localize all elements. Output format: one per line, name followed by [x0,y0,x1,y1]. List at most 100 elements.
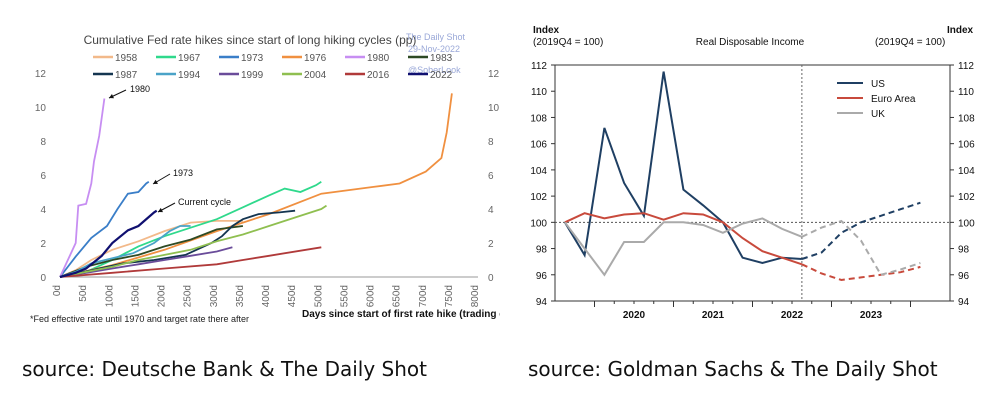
real-disposable-income-chart: Index (2019Q4 = 100) Index (2019Q4 = 100… [530,25,975,321]
source-caption: source: Goldman Sachs & The Daily Shot [528,357,938,381]
x-tick-label: 150d [130,285,141,307]
x-tick-label: 2023 [860,310,883,321]
y-tick-label-left: 98 [536,245,548,256]
legend-label-1983: 1983 [430,53,453,64]
right-axis-label: (2019Q4 = 100) [875,37,945,48]
x-tick-label: 400d [261,285,272,307]
watermark-line: @SoberLook [408,65,461,75]
legend-label-1987: 1987 [115,70,138,81]
series-group [59,93,453,279]
series-group [564,71,921,282]
x-tick-label: 200d [157,285,168,307]
y-tick-label-left: 2 [40,239,46,250]
annotation-label: 1973 [173,168,193,178]
y-tick-label-right: 12 [488,69,500,80]
x-tick-label: 750d [444,285,455,307]
y-tick-label-left: 12 [35,69,47,80]
y-tick-label-right: 4 [488,205,494,216]
series-line-euro-area [564,212,803,266]
y-tick-label-right: 100 [958,218,975,229]
y-tick-label-right: 110 [958,87,974,98]
annotation-arrowhead [153,179,158,184]
y-tick-label-right: 104 [958,166,975,177]
y-tick-label-right: 6 [488,171,494,182]
x-tick-label: 700d [418,285,429,307]
x-tick-label: 800d [470,285,481,307]
y-tick-label-right: 98 [958,245,970,256]
legend-label-us: US [871,79,885,90]
y-tick-label-right: 96 [958,271,970,282]
x-tick-label: 2020 [623,310,646,321]
series-line-2022 [59,209,158,279]
annotation-label: Current cycle [178,197,231,207]
y-tick-label-left: 108 [530,113,547,124]
series-line-1999 [59,246,233,278]
series-line-1994 [59,225,191,278]
y-tick-label-right: 106 [958,140,975,151]
y-tick-label-left: 94 [536,297,548,308]
legend-label-uk: UK [871,109,885,120]
y-tick-label-right: 8 [488,137,494,148]
axes: 0 0 2 2 4 4 6 6 8 8 10 10 12 12 0d 50d 100d 150d 200d 250d 3… [35,69,500,307]
series-forecast-euro-area [801,263,921,282]
series-line-1980 [59,98,106,278]
legend-label-2016: 2016 [367,70,390,81]
x-tick-label: 250d [183,285,194,307]
watermark-line: 29-Nov-2022 [408,44,460,54]
x-tick-label: 450d [287,285,298,307]
y-tick-label-right: 102 [958,192,975,203]
y-tick-label-left: 8 [40,137,46,148]
legend-label-1980: 1980 [367,53,390,64]
legend-label-euro-area: Euro Area [871,94,916,105]
y-tick-label-left: 104 [530,166,547,177]
series-line-1973 [59,181,150,278]
series-line-2004 [59,204,327,278]
legend-label-1958: 1958 [115,53,138,64]
series-forecast-uk [801,219,921,276]
x-tick-label: 100d [104,285,115,307]
legend: 1958 1967 1973 1976 1980 1983 1987 1994 1999 2004… [93,53,453,81]
series-line-uk [564,217,803,277]
x-tick-label: 500d [313,285,324,307]
y-tick-label-right: 0 [488,273,494,284]
series-forecast-us [801,201,921,260]
annotation-label: 1980 [130,84,150,94]
legend-label-1999: 1999 [241,70,264,81]
x-axis-label: Days since start of first rate hike (tra… [302,309,500,320]
y-tick-label-left: 110 [531,87,547,98]
x-tick-label: 350d [235,285,246,307]
source-caption: source: Deutsche Bank & The Daily Shot [22,357,427,381]
y-tick-label-right: 10 [488,103,500,114]
fed-hikes-chart: Cumulative Fed rate hikes since start of… [30,32,500,324]
x-tick-label: 50d [78,285,89,302]
y-tick-label-right: 94 [958,297,970,308]
left-axis-label: (2019Q4 = 100) [533,37,603,48]
x-tick-label: 600d [366,285,377,307]
x-tick-label: 300d [209,285,220,307]
legend-label-1973: 1973 [241,53,264,64]
y-tick-label-left: 96 [536,271,548,282]
x-tick-label: 550d [339,285,350,307]
y-tick-label-right: 108 [958,113,975,124]
chart-title: Real Disposable Income [696,37,805,48]
legend-label-2022: 2022 [430,70,453,81]
x-tick-label: 0d [52,285,63,296]
y-tick-label-left: 106 [530,140,547,151]
legend-label-2004: 2004 [304,70,327,81]
x-tick-label: 2021 [702,310,725,321]
axes: 94 94 96 96 98 98 100 100 102 102 104 104 106 106 108 1… [530,61,975,321]
annotation-arrowhead [158,207,163,213]
y-tick-label-right: 112 [958,61,974,72]
x-tick-label: 2022 [781,310,804,321]
y-tick-label-left: 100 [530,218,547,229]
series-line-2016 [59,246,322,278]
right-axis-label: Index [947,25,974,36]
annotation-arrowhead [109,93,114,99]
chart-title: Cumulative Fed rate hikes since start of… [84,33,417,47]
watermark: The Daily Shot 29-Nov-2022 @SoberLook [406,32,466,75]
annotations: 1980 1973 Current cycle [108,84,231,213]
legend-label-1967: 1967 [178,53,201,64]
left-axis-label: Index [533,25,560,36]
y-tick-label-left: 102 [530,192,547,203]
y-tick-label-left: 0 [40,273,46,284]
